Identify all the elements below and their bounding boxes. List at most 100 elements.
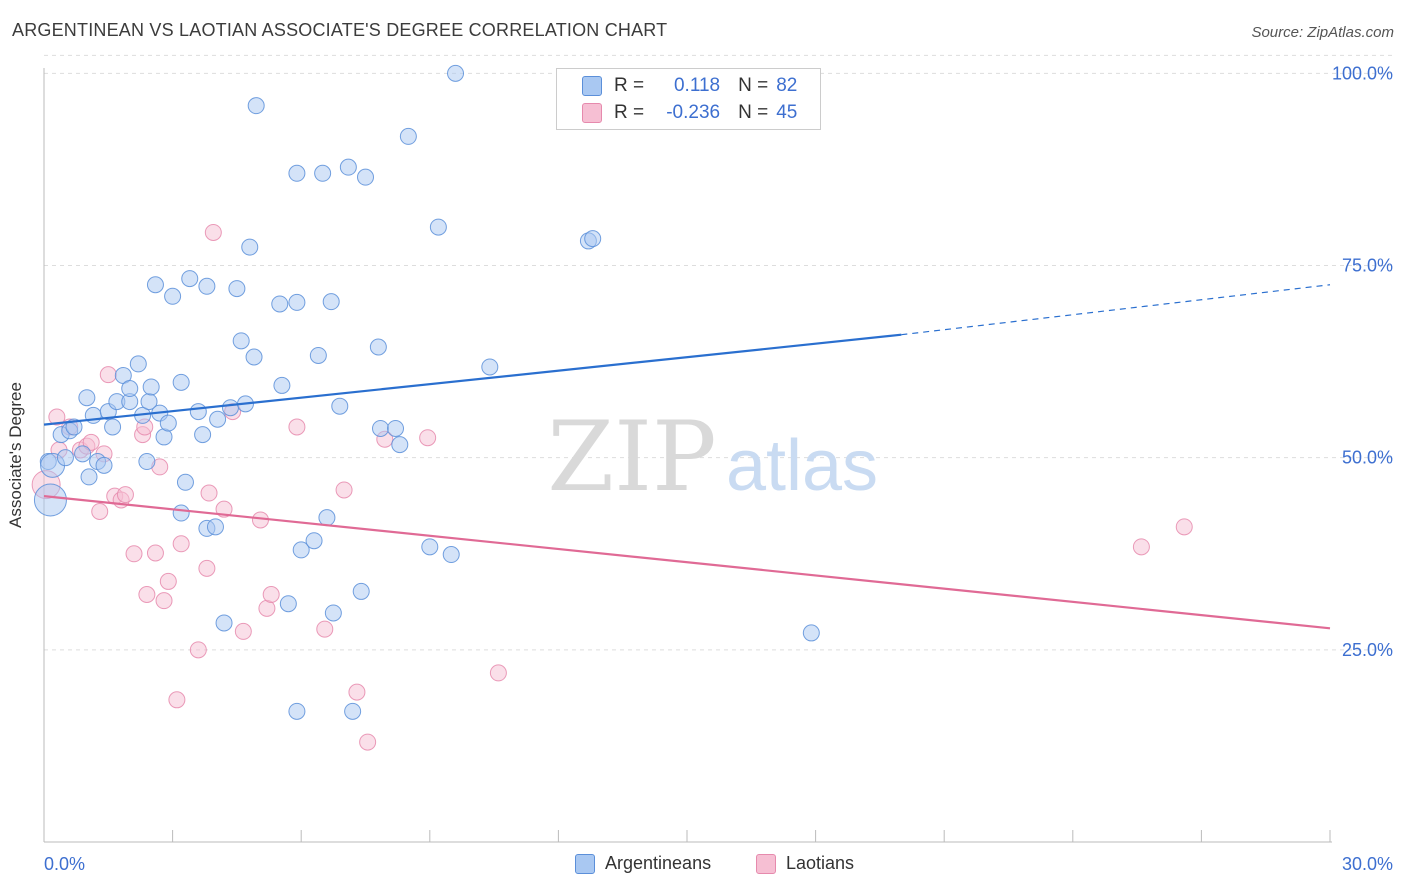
argentineans-point — [172, 504, 190, 522]
source-note: Source: ZipAtlas.com — [1251, 24, 1394, 41]
argentineans-point — [78, 389, 96, 407]
argentineans-point — [56, 449, 74, 467]
argentineans-point — [209, 410, 227, 428]
argentineans-point — [305, 532, 323, 550]
argentineans-point — [206, 518, 224, 536]
argentineans-point — [802, 624, 820, 642]
argentineans-point — [215, 614, 233, 632]
argentineans-point — [331, 397, 349, 415]
argentineans-point — [228, 280, 246, 298]
stats-row-argentineans: R = 0.118 N = 82 — [582, 73, 797, 99]
laotians-point — [125, 545, 143, 563]
argentineans-point — [33, 483, 67, 517]
laotians-point — [189, 641, 207, 659]
argentineans-point — [292, 541, 310, 559]
argentineans-point — [429, 218, 447, 236]
legend-label-argentineans: Argentineans — [605, 853, 712, 873]
argentineans-point — [80, 468, 98, 486]
x-tick-label: 30.0% — [1342, 854, 1393, 874]
laotians-point — [335, 481, 353, 499]
argentineans-point — [314, 164, 332, 182]
argentineans-point — [198, 277, 216, 295]
argentineans-point — [159, 414, 177, 432]
watermark-atlas: atlas — [726, 426, 878, 506]
argentineans-point — [176, 473, 194, 491]
legend-label-laotians: Laotians — [786, 853, 855, 873]
laotians-legend-swatch — [756, 853, 776, 874]
argentineans-point — [273, 376, 291, 394]
argentineans-point — [271, 295, 289, 313]
y-tick-label: 25.0% — [1342, 640, 1393, 660]
argentineans-point — [369, 338, 387, 356]
argentineans-trend-line — [43, 333, 902, 426]
series-legend: Argentineans Laotians — [0, 852, 1406, 878]
r-value: 0.118 — [673, 75, 721, 96]
argentineans-point — [279, 595, 297, 613]
laotians-point — [116, 486, 134, 504]
laotians-point — [168, 691, 186, 709]
trend-lines — [43, 284, 1331, 630]
laotians-point — [288, 418, 306, 436]
laotians-trend-line — [43, 495, 1331, 630]
argentineans-point — [245, 348, 263, 366]
argentineans-point — [442, 546, 460, 564]
chart-title: ARGENTINEAN VS LAOTIAN ASSOCIATE'S DEGRE… — [12, 20, 668, 40]
argentineans-point — [309, 346, 327, 364]
laotians-point — [91, 502, 109, 520]
argentineans-point — [584, 230, 602, 248]
argentineans-point — [194, 426, 212, 444]
y-tick-label: 50.0% — [1342, 448, 1393, 468]
legend-item-argentineans[interactable]: Argentineans — [575, 853, 711, 874]
argentineans-point — [138, 453, 156, 471]
n-value: 45 — [776, 102, 798, 123]
watermark: ZIP atlas — [547, 401, 878, 513]
legend-item-laotians[interactable]: Laotians — [756, 853, 854, 874]
argentineans-point — [129, 355, 147, 373]
argentineans-point — [232, 332, 250, 350]
y-tick-label: 100.0% — [1332, 63, 1393, 83]
laotians-point — [172, 535, 190, 553]
watermark-zip: ZIP — [547, 401, 716, 513]
argentineans-point — [288, 702, 306, 720]
laotians-point — [146, 544, 164, 562]
laotians-swatch — [582, 103, 602, 123]
x-tick-label: 0.0% — [44, 854, 85, 874]
laotians-point — [234, 622, 252, 640]
argentineans-point — [121, 380, 139, 398]
argentineans-point — [221, 399, 239, 417]
argentineans-swatch — [582, 76, 602, 96]
argentineans-point — [322, 293, 340, 311]
argentineans-point — [344, 702, 362, 720]
n-label: N = — [738, 75, 769, 96]
argentineans-point — [74, 445, 92, 463]
laotians-point — [419, 429, 437, 447]
argentineans-point — [481, 358, 499, 376]
laotians-point — [1175, 518, 1193, 536]
laotians-point — [262, 586, 280, 604]
laotians-point — [359, 733, 377, 751]
argentineans-point — [391, 436, 409, 454]
argentineans-point — [339, 158, 357, 176]
argentineans-point — [372, 419, 390, 437]
laotians-point — [138, 586, 156, 604]
n-label: N = — [738, 102, 769, 123]
argentineans-point — [247, 97, 265, 115]
r-value: -0.236 — [666, 102, 721, 123]
laotians-point — [48, 408, 66, 426]
stats-legend: R = 0.118 N = 82 R = -0.236 N = 45 — [556, 68, 821, 130]
argentineans-point — [324, 604, 342, 622]
laotians-point — [316, 620, 334, 638]
argentineans-point — [146, 276, 164, 294]
argentineans-point — [288, 293, 306, 311]
argentineans-point — [387, 419, 405, 437]
argentineans-point — [104, 418, 122, 436]
argentineans-point — [352, 582, 370, 600]
argentineans-legend-swatch — [575, 853, 595, 874]
argentineans-point — [241, 238, 259, 256]
r-label: R = — [614, 75, 645, 96]
argentineans-points — [33, 64, 820, 720]
argentineans-point — [357, 168, 374, 186]
argentineans-point — [172, 373, 190, 391]
laotians-point — [489, 664, 507, 682]
